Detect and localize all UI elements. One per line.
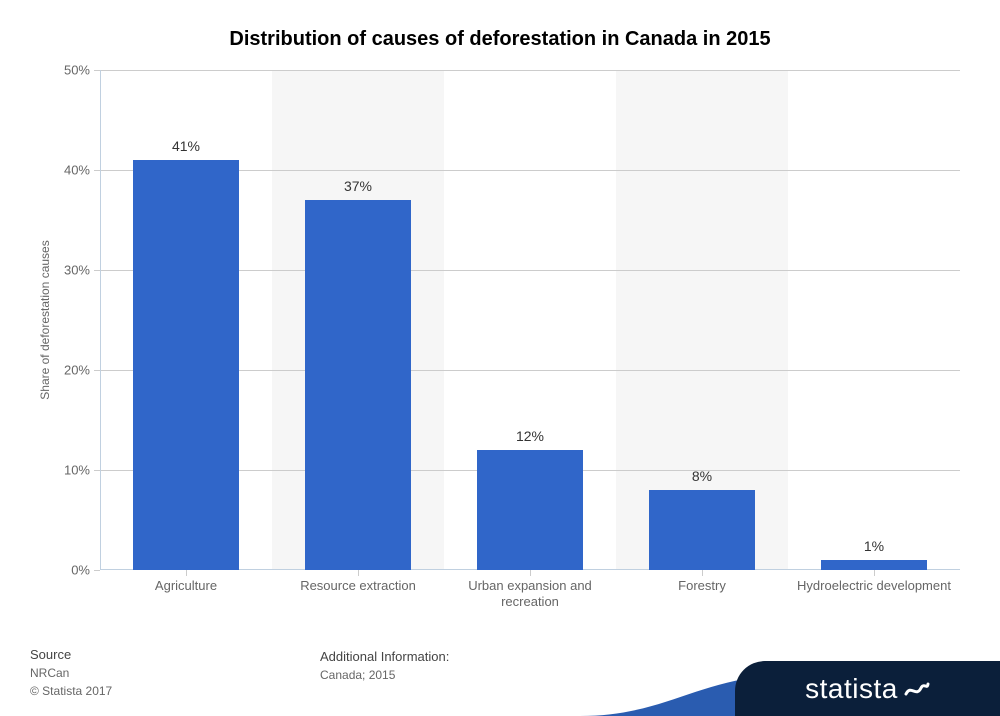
y-axis-line <box>100 70 101 570</box>
logo-wave-icon <box>904 676 930 702</box>
bar: 37% <box>305 200 412 570</box>
bar: 12% <box>477 450 584 570</box>
source-label: Source <box>30 645 112 665</box>
bar: 1% <box>821 560 928 570</box>
x-tick-mark <box>530 570 531 576</box>
bar-value-label: 12% <box>477 428 584 450</box>
y-axis-label: Share of deforestation causes <box>38 240 52 399</box>
copyright-text: © Statista 2017 <box>30 682 112 700</box>
x-tick-mark <box>186 570 187 576</box>
gridline <box>100 70 960 71</box>
bar-value-label: 41% <box>133 138 240 160</box>
x-tick-mark <box>702 570 703 576</box>
additional-text: Canada; 2015 <box>320 666 449 684</box>
chart-container: Distribution of causes of deforestation … <box>0 0 1000 716</box>
footer-source: Source NRCan © Statista 2017 <box>30 645 112 701</box>
bar-value-label: 8% <box>649 468 756 490</box>
source-text: NRCan <box>30 664 112 682</box>
logo-text: statista <box>805 673 898 705</box>
brand-area: statista <box>580 654 1000 716</box>
bar: 8% <box>649 490 756 570</box>
bar-value-label: 1% <box>821 538 928 560</box>
bar: 41% <box>133 160 240 570</box>
x-tick-mark <box>874 570 875 576</box>
x-tick-mark <box>358 570 359 576</box>
chart-title: Distribution of causes of deforestation … <box>0 28 1000 51</box>
footer-additional: Additional Information: Canada; 2015 <box>320 647 449 685</box>
statista-logo: statista <box>735 661 1000 716</box>
additional-label: Additional Information: <box>320 647 449 667</box>
plot-area: 0%10%20%30%40%50%41%Agriculture37%Resour… <box>100 70 960 570</box>
bar-value-label: 37% <box>305 178 412 200</box>
